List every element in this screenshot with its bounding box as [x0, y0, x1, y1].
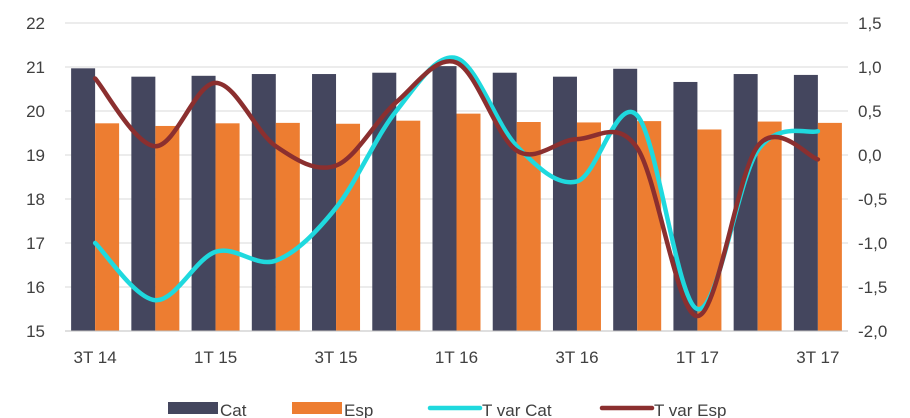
y-axis-left: 15 16 17 18 19 20 21 22	[26, 14, 45, 341]
x-tick-label: 3T 15	[314, 348, 357, 367]
x-tick-label: 1T 15	[194, 348, 237, 367]
legend-label-cat: Cat	[220, 401, 247, 418]
line-series-group	[92, 55, 821, 319]
y-right-tick-label: -2,0	[858, 322, 887, 341]
y-left-tick-label: 19	[26, 146, 45, 165]
y-left-tick-label: 15	[26, 322, 45, 341]
bar-esp	[757, 121, 782, 331]
legend-swatch-esp	[292, 402, 342, 414]
x-tick-label: 1T 16	[435, 348, 478, 367]
legend-label-esp: Esp	[344, 401, 373, 418]
bar-cat	[432, 66, 457, 332]
line-t-var-cat	[92, 55, 821, 312]
y-left-tick-label: 17	[26, 234, 45, 253]
bar-cat	[552, 76, 577, 332]
y-left-tick-label: 16	[26, 278, 45, 297]
x-axis-labels: 3T 14 1T 15 3T 15 1T 16 3T 16 1T 17 3T 17	[74, 348, 840, 367]
bar-cat	[191, 75, 216, 331]
line-t-var-esp	[92, 59, 821, 319]
y-right-tick-label: -1,5	[858, 278, 887, 297]
bar-cat	[793, 74, 818, 332]
y-right-tick-label: -0,5	[858, 190, 887, 209]
bar-cat	[251, 74, 276, 331]
x-tick-label: 1T 17	[676, 348, 719, 367]
bar-cat	[71, 68, 96, 331]
bar-esp	[215, 123, 240, 331]
bar-esp	[95, 123, 120, 331]
x-tick-label: 3T 16	[555, 348, 598, 367]
legend-label-t-var-esp: T var Esp	[654, 401, 726, 418]
legend-label-t-var-cat: T var Cat	[482, 401, 552, 418]
x-tick-label: 3T 17	[796, 348, 839, 367]
bar-esp	[817, 122, 842, 331]
bar-esp	[396, 120, 421, 332]
bar-esp	[456, 113, 481, 331]
y-left-tick-label: 18	[26, 190, 45, 209]
y-right-tick-label: 0,0	[858, 146, 882, 165]
y-axis-right: -2,0 -1,5 -1,0 -0,5 0,0 0,5 1,0 1,5	[858, 14, 887, 341]
y-right-tick-label: -1,0	[858, 234, 887, 253]
y-left-tick-label: 21	[26, 58, 45, 77]
y-right-tick-label: 1,0	[858, 58, 882, 77]
y-left-tick-label: 20	[26, 102, 45, 121]
y-right-tick-label: 0,5	[858, 102, 882, 121]
y-right-tick-label: 1,5	[858, 14, 882, 33]
bar-cat	[613, 68, 638, 331]
legend: Cat Esp T var Cat T var Esp	[168, 401, 726, 418]
x-tick-label: 3T 14	[74, 348, 117, 367]
y-left-tick-label: 22	[26, 14, 45, 33]
bar-cat	[312, 74, 337, 331]
legend-swatch-cat	[168, 402, 218, 414]
